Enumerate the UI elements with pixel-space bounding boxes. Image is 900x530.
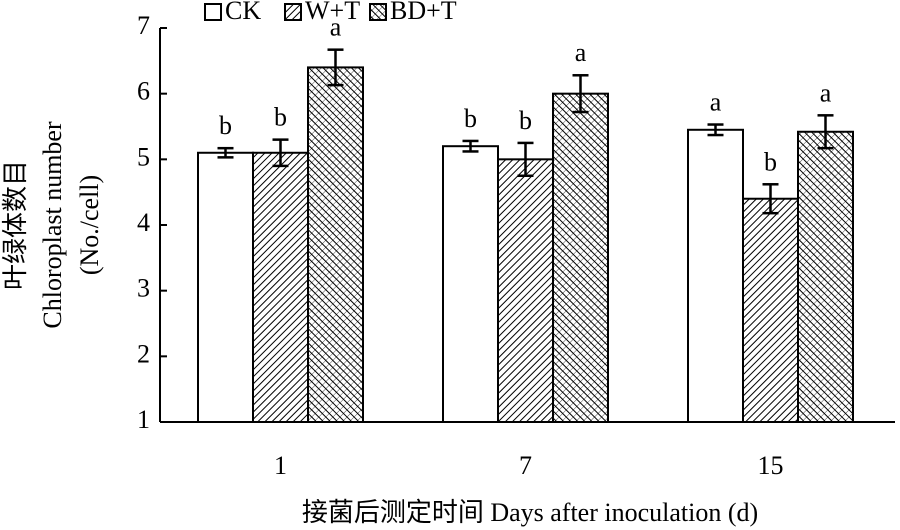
y-axis-label-line: 叶绿体数目 [1,160,30,290]
legend-swatch [369,3,387,21]
bar [552,92,609,424]
y-axis-label-line: Chloroplast number [38,121,67,329]
error-bar [707,123,724,137]
y-tick-label: 5 [137,142,150,171]
significance-letter: a [710,87,722,116]
significance-letter: a [575,38,587,67]
significance-letter: b [764,147,777,176]
error-bar [462,139,479,153]
bar [742,197,799,423]
y-tick-label: 2 [137,339,150,368]
legend-label: BD+T [390,0,457,25]
bar [797,130,854,423]
error-bar [817,114,834,150]
bar [442,145,499,423]
legend-label: W+T [305,0,360,25]
significance-letter: a [820,78,832,107]
bar [197,151,254,423]
x-tick-label: 7 [519,451,532,480]
significance-letter: b [519,106,532,135]
bar [252,151,309,423]
x-tick-label: 15 [758,451,784,480]
significance-letter: a [330,13,342,42]
y-tick-label: 1 [137,405,150,434]
y-tick-label: 6 [137,77,150,106]
significance-letter: b [464,104,477,133]
y-tick-label: 4 [137,208,150,237]
significance-letter: b [274,103,287,132]
y-tick-label: 3 [137,274,150,303]
y-tick-label: 7 [137,11,150,40]
legend-swatch [204,3,222,21]
bar [687,128,744,424]
error-bar [272,138,289,168]
error-bar [327,48,344,87]
y-axis-label-line: (No./cell) [75,175,104,275]
x-tick-label: 1 [274,451,287,480]
bar [307,66,364,424]
error-bar [517,141,534,177]
error-bar [217,146,234,159]
error-bar [572,74,589,114]
legend-label: CK [225,0,261,25]
error-bar [762,183,779,215]
legend-swatch [284,3,302,21]
x-axis-label: 接菌后测定时间 Days after inoculation (d) [302,498,758,527]
bar [497,158,554,423]
significance-letter: b [219,111,232,140]
y-axis-label: 叶绿体数目 Chloroplast number (No./cell) [1,121,104,329]
